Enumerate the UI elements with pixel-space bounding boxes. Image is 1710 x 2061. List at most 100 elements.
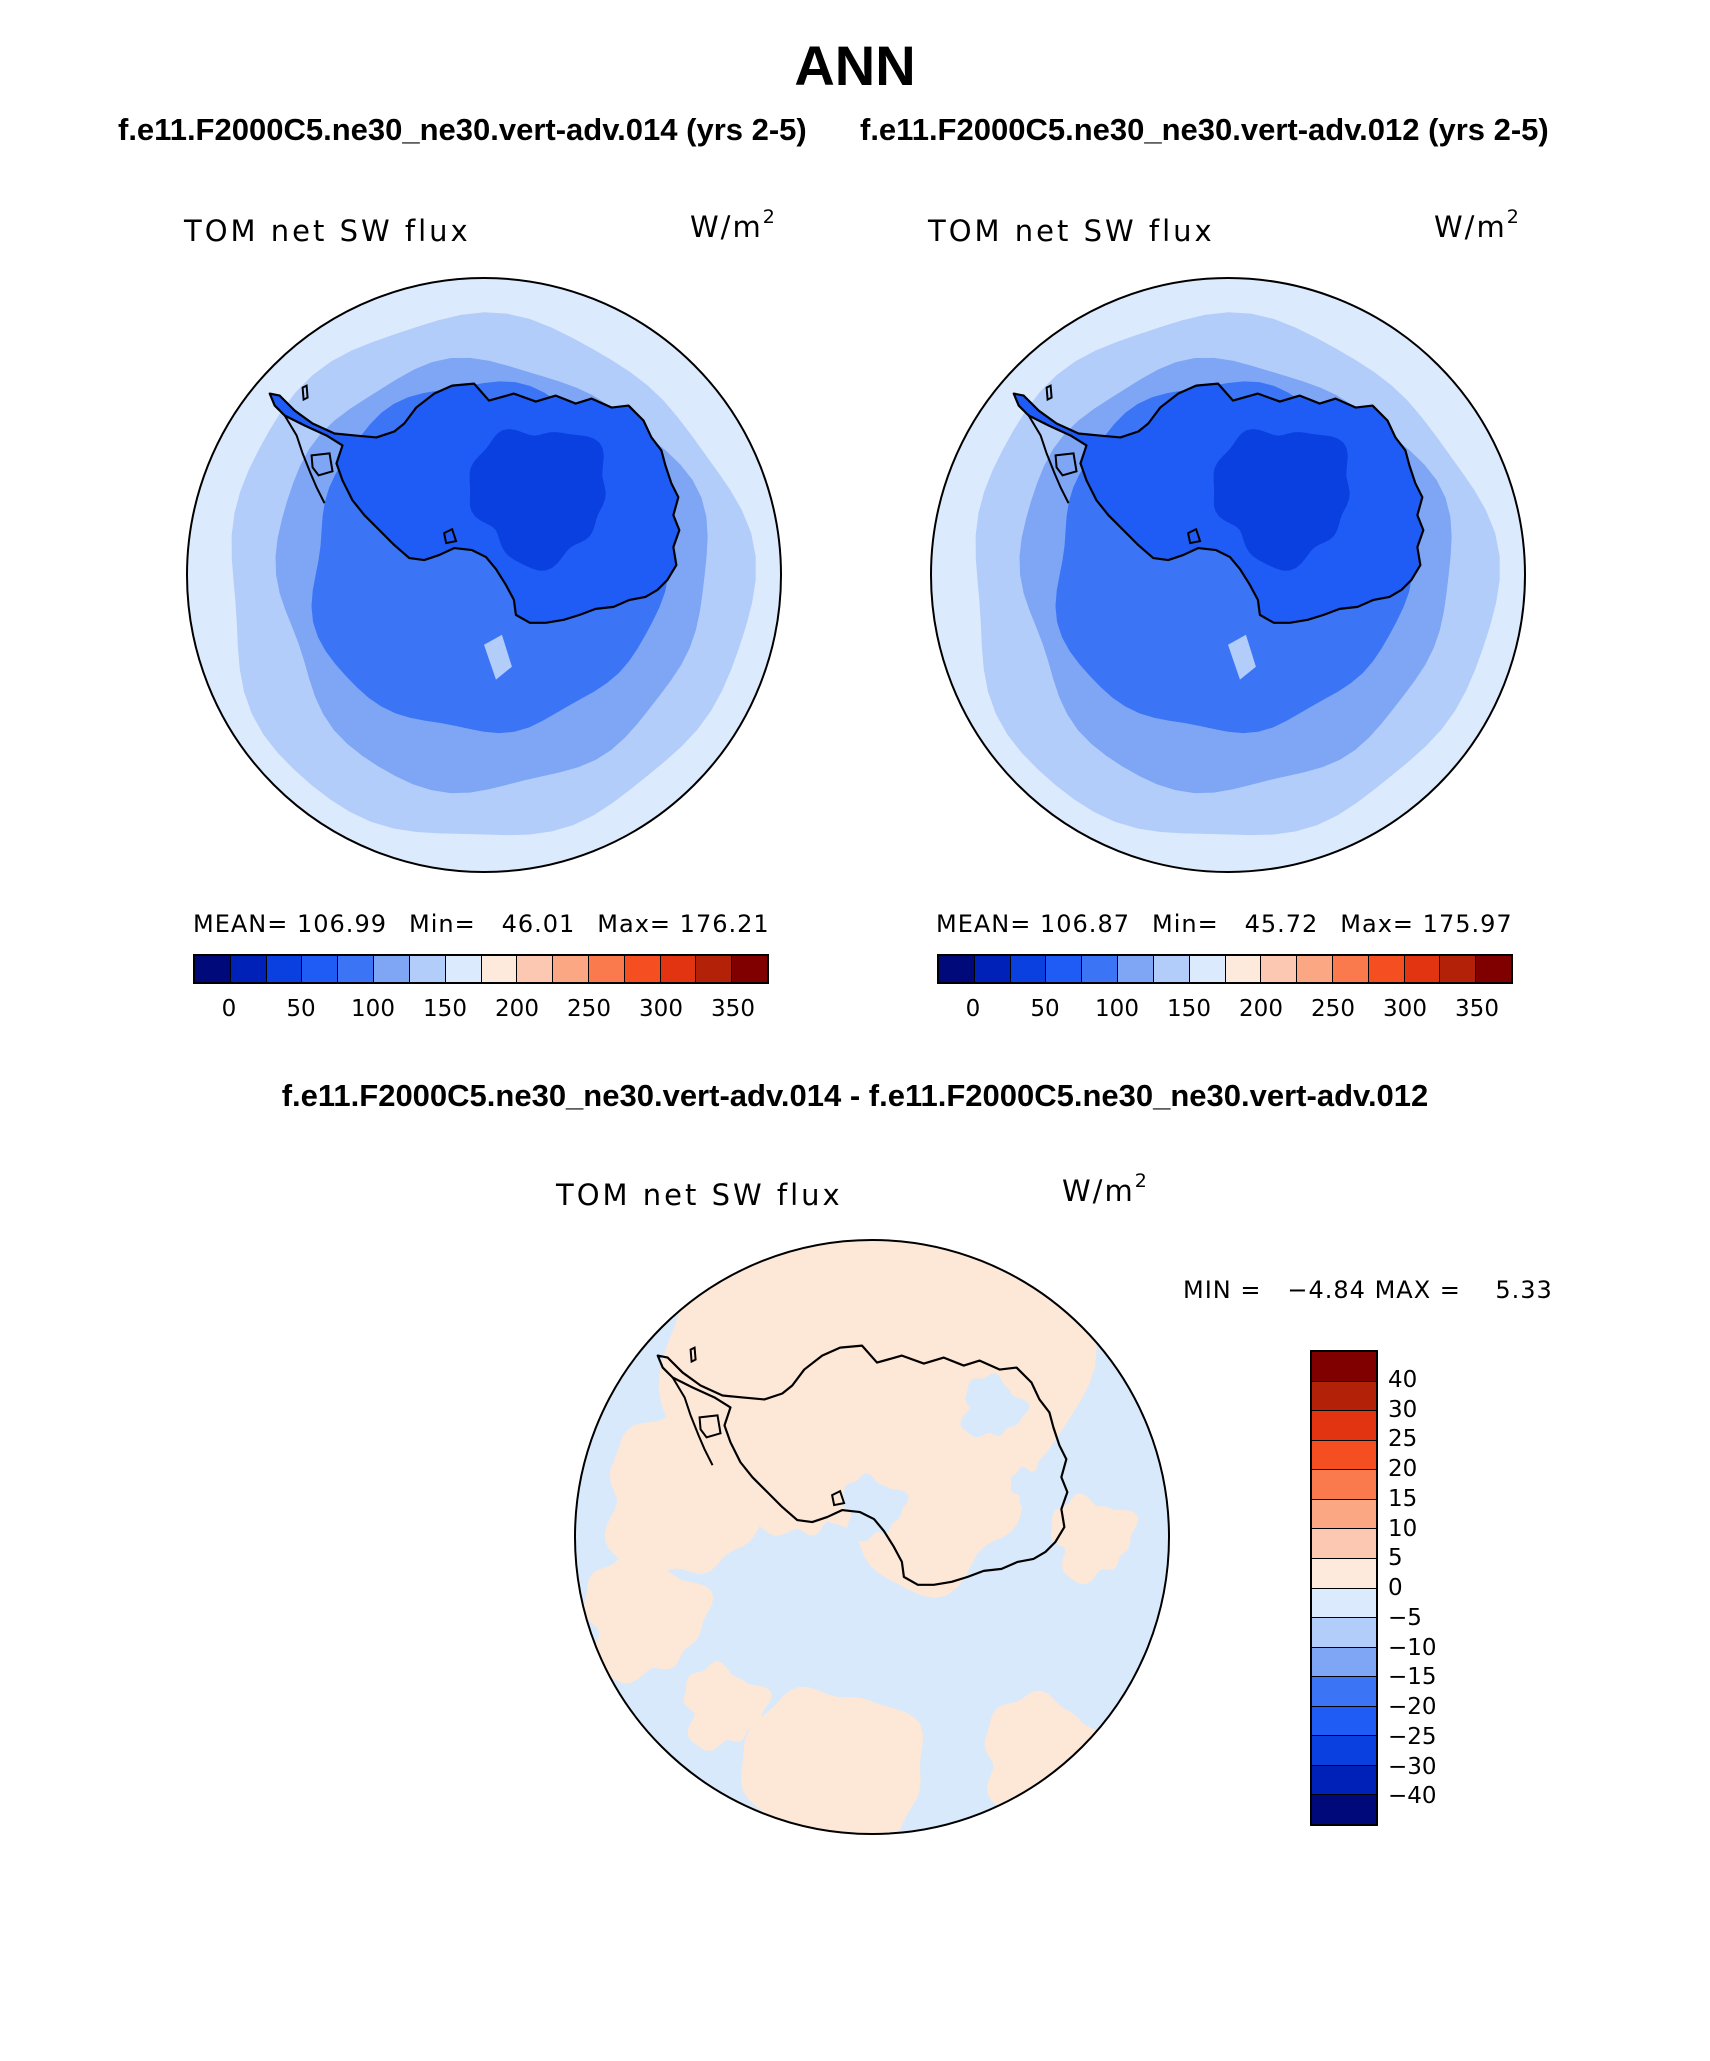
colorbar-swatch [409, 956, 446, 982]
panel-left-mean: 106.99 [297, 910, 387, 938]
colorbar-swatch [1312, 1440, 1376, 1471]
colorbar-tick-label: 20 [1388, 1456, 1418, 1482]
diff-max: 5.33 [1495, 1276, 1553, 1304]
island-coastline [443, 527, 458, 545]
colorbar-tick-label: 300 [639, 996, 683, 1022]
map-boundary [185, 276, 783, 874]
colorbar-swatch [1312, 1795, 1376, 1824]
colorbar-tick-label: 150 [423, 996, 467, 1022]
colorbar-tick-label: 100 [1095, 996, 1139, 1022]
colorbar-swatch [1332, 956, 1369, 982]
colorbar-tick-label: 0 [221, 996, 237, 1022]
contour-level [1228, 634, 1256, 680]
colorbar-swatch [302, 956, 339, 982]
colorbar-tick-label: 50 [1030, 996, 1060, 1022]
colorbar-swatch [1312, 1736, 1376, 1766]
contour-level [749, 1429, 866, 1536]
case-title-left: f.e11.F2000C5.ne30_ne30.vert-adv.014 (yr… [118, 112, 807, 147]
map-diff [573, 1238, 1171, 1836]
colorbar-swatch [1225, 956, 1262, 982]
panel-left-variable: TOM net SW flux [184, 214, 471, 248]
colorbar-swatch [1312, 1470, 1376, 1500]
colorbar-swatch [1368, 956, 1405, 982]
colorbar-swatch [974, 956, 1011, 982]
colorbar-swatch [1046, 956, 1083, 982]
panel-left-units: W/m2 [690, 206, 775, 244]
contour-level [741, 1686, 923, 1835]
main-title: ANN [794, 34, 916, 97]
contour-level [842, 1473, 909, 1542]
colorbar-tick-label: 100 [351, 996, 395, 1022]
panel-right-stats: MEAN= 106.87 Min= 45.72 Max= 175.97 [936, 910, 1513, 938]
colorbar-swatch [1312, 1352, 1376, 1382]
colorbar-swatch [1312, 1588, 1376, 1619]
panel-right-min: 45.72 [1244, 910, 1319, 938]
colorbar-tick-label: −25 [1388, 1723, 1437, 1750]
panel-left-max: 176.21 [679, 910, 770, 938]
colorbar-swatch [1153, 956, 1190, 982]
colorbar-swatch [732, 956, 767, 982]
colorbar-swatch [1312, 1558, 1376, 1589]
colorbar-swatch [266, 956, 303, 982]
colorbar-tick-label: 0 [1388, 1575, 1403, 1601]
colorbar-tick-label: 10 [1388, 1515, 1418, 1542]
panel-left-stats: MEAN= 106.99 Min= 46.01 Max= 176.21 [193, 910, 770, 938]
colorbar-tick-label: 200 [1239, 996, 1283, 1022]
colorbar-tick-label: 350 [711, 996, 755, 1022]
colorbar-tick-label: 40 [1388, 1366, 1418, 1393]
colorbar-tick-label: −15 [1388, 1664, 1437, 1691]
island-coastline [301, 384, 309, 402]
colorbar-swatch [445, 956, 482, 982]
colorbar-swatch [338, 956, 375, 982]
colorbar-tick-label: 50 [286, 996, 316, 1022]
antarctica-coastline [656, 1344, 1069, 1586]
panel-right-units: W/m2 [1434, 206, 1519, 244]
colorbar-swatch [1312, 1647, 1376, 1678]
colorbar-swatch [1312, 1677, 1376, 1707]
contour-level [1010, 1466, 1054, 1512]
panel-right-max: 175.97 [1422, 910, 1513, 938]
colorbar-swatch [1118, 956, 1154, 982]
island-coastline [831, 1489, 846, 1507]
colorbar-tick-label: 15 [1388, 1485, 1418, 1512]
island-coastline [1187, 527, 1202, 545]
contour-level [1213, 428, 1350, 571]
colorbar-swatch [1312, 1706, 1376, 1737]
colorbar-swatch [230, 956, 267, 982]
contour-level [604, 1409, 776, 1575]
map-right [929, 276, 1527, 874]
colorbar-swatch [1476, 956, 1511, 982]
colorbar-swatch [1261, 956, 1298, 982]
island-coastline [310, 452, 334, 477]
colorbar-tick-label: 25 [1388, 1426, 1418, 1453]
colorbar-swatch [1082, 956, 1119, 982]
colorbar-tick-label: 200 [495, 996, 539, 1022]
colorbar-swatch [195, 956, 231, 982]
island-coastline [1054, 452, 1078, 477]
case-title-right: f.e11.F2000C5.ne30_ne30.vert-adv.012 (yr… [860, 112, 1549, 147]
peninsula-coastline [1027, 415, 1070, 504]
diff-variable: TOM net SW flux [556, 1178, 843, 1212]
colorbar-swatch [1189, 956, 1226, 982]
colorbar-tick-label: 5 [1388, 1545, 1403, 1572]
colorbar-swatch [1440, 956, 1477, 982]
colorbar-swatch [374, 956, 410, 982]
colorbar-swatch [624, 956, 661, 982]
colorbar-tick-label: −40 [1388, 1783, 1437, 1810]
colorbar-tick-label: 250 [567, 996, 611, 1022]
peninsula-coastline [671, 1377, 714, 1466]
colorbar-tick-label: −10 [1388, 1634, 1437, 1661]
contour-level [583, 1550, 714, 1684]
colorbar-tick-label: 300 [1383, 996, 1427, 1022]
colorbar-swatch [1312, 1411, 1376, 1441]
colorbar-tick-label: 30 [1388, 1396, 1418, 1423]
colorbar-tick-label: −30 [1388, 1753, 1437, 1780]
colorbar-swatch [481, 956, 518, 982]
colorbar-swatch [553, 956, 589, 982]
colorbar-tick-label: −5 [1388, 1604, 1422, 1631]
contour-level [683, 1661, 772, 1751]
map-boundary [929, 276, 1527, 874]
island-coastline [1045, 384, 1053, 402]
colorbar-swatch [1312, 1529, 1376, 1559]
antarctica-coastline [1012, 382, 1425, 624]
